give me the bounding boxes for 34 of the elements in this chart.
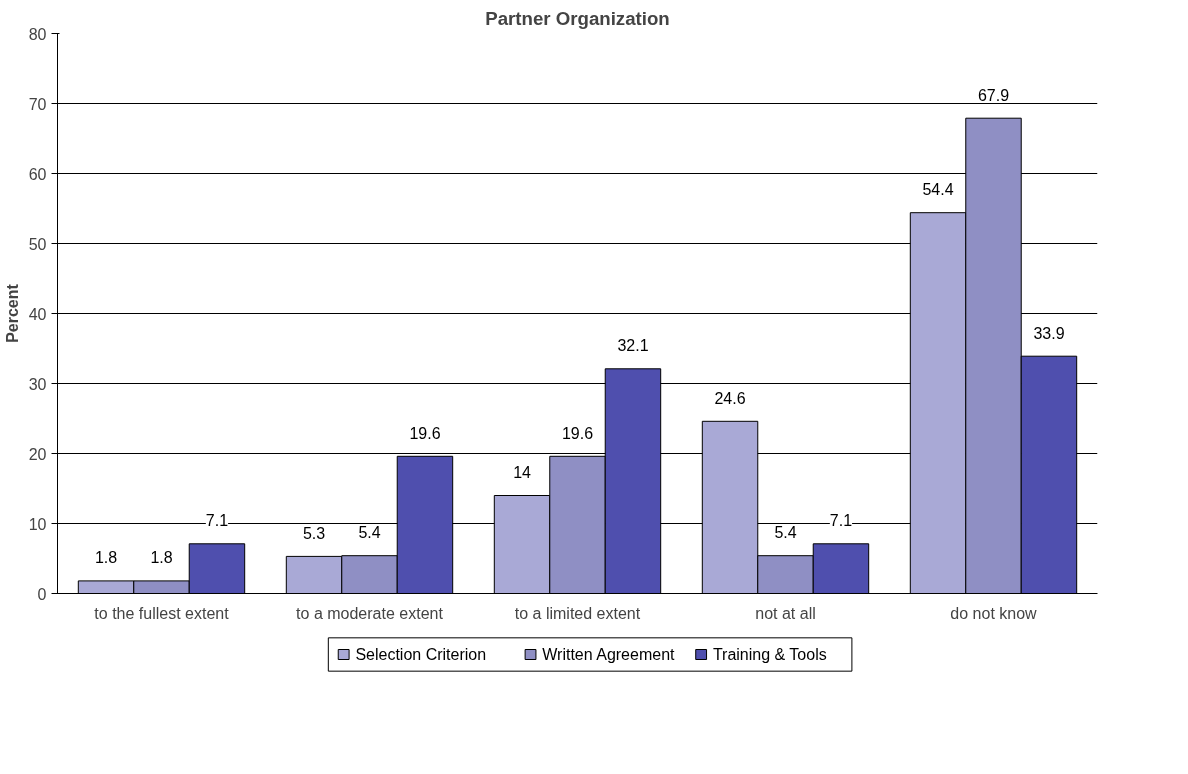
x-tick-label: to the fullest extent — [94, 604, 230, 622]
data-label: 54.4 — [922, 181, 954, 199]
y-tick-label: 60 — [28, 165, 47, 183]
y-tick-label: 10 — [28, 515, 47, 533]
data-label: 67.9 — [977, 86, 1010, 104]
legend-label: Selection Criterion — [355, 646, 487, 663]
y-tick-label: 20 — [28, 445, 47, 463]
x-tick-label: to a limited extent — [514, 604, 641, 622]
data-label: 24.6 — [714, 389, 746, 407]
y-tick-label: 30 — [28, 375, 47, 393]
data-label: 14 — [513, 464, 532, 481]
data-label: 5.3 — [302, 524, 326, 542]
data-label: 1.8 — [94, 549, 118, 567]
data-label: 19.6 — [561, 424, 594, 442]
data-label: 7.1 — [829, 512, 853, 530]
data-label: 33.9 — [1033, 324, 1065, 342]
y-tick-label: 80 — [28, 25, 47, 43]
y-tick-label: 40 — [28, 305, 47, 323]
chart-title: Partner Organization — [485, 7, 670, 29]
data-label: 5.4 — [358, 524, 381, 542]
y-tick-label: 70 — [28, 95, 47, 113]
data-label: 1.8 — [150, 549, 173, 567]
data-label: 19.6 — [409, 424, 441, 442]
x-tick-label: to a moderate extent — [296, 604, 444, 622]
legend-label: Written Agreement — [542, 646, 676, 663]
x-tick-label: do not know — [950, 604, 1038, 622]
y-tick-label: 0 — [37, 585, 47, 603]
legend-label: Training & Tools — [712, 646, 827, 663]
data-label: 32.1 — [617, 337, 649, 355]
y-tick-label: 50 — [28, 235, 47, 253]
x-tick-label: not at all — [755, 604, 816, 622]
data-label: 5.4 — [774, 524, 797, 542]
data-label: 7.1 — [205, 512, 229, 530]
y-axis-title: Percent — [3, 283, 21, 343]
